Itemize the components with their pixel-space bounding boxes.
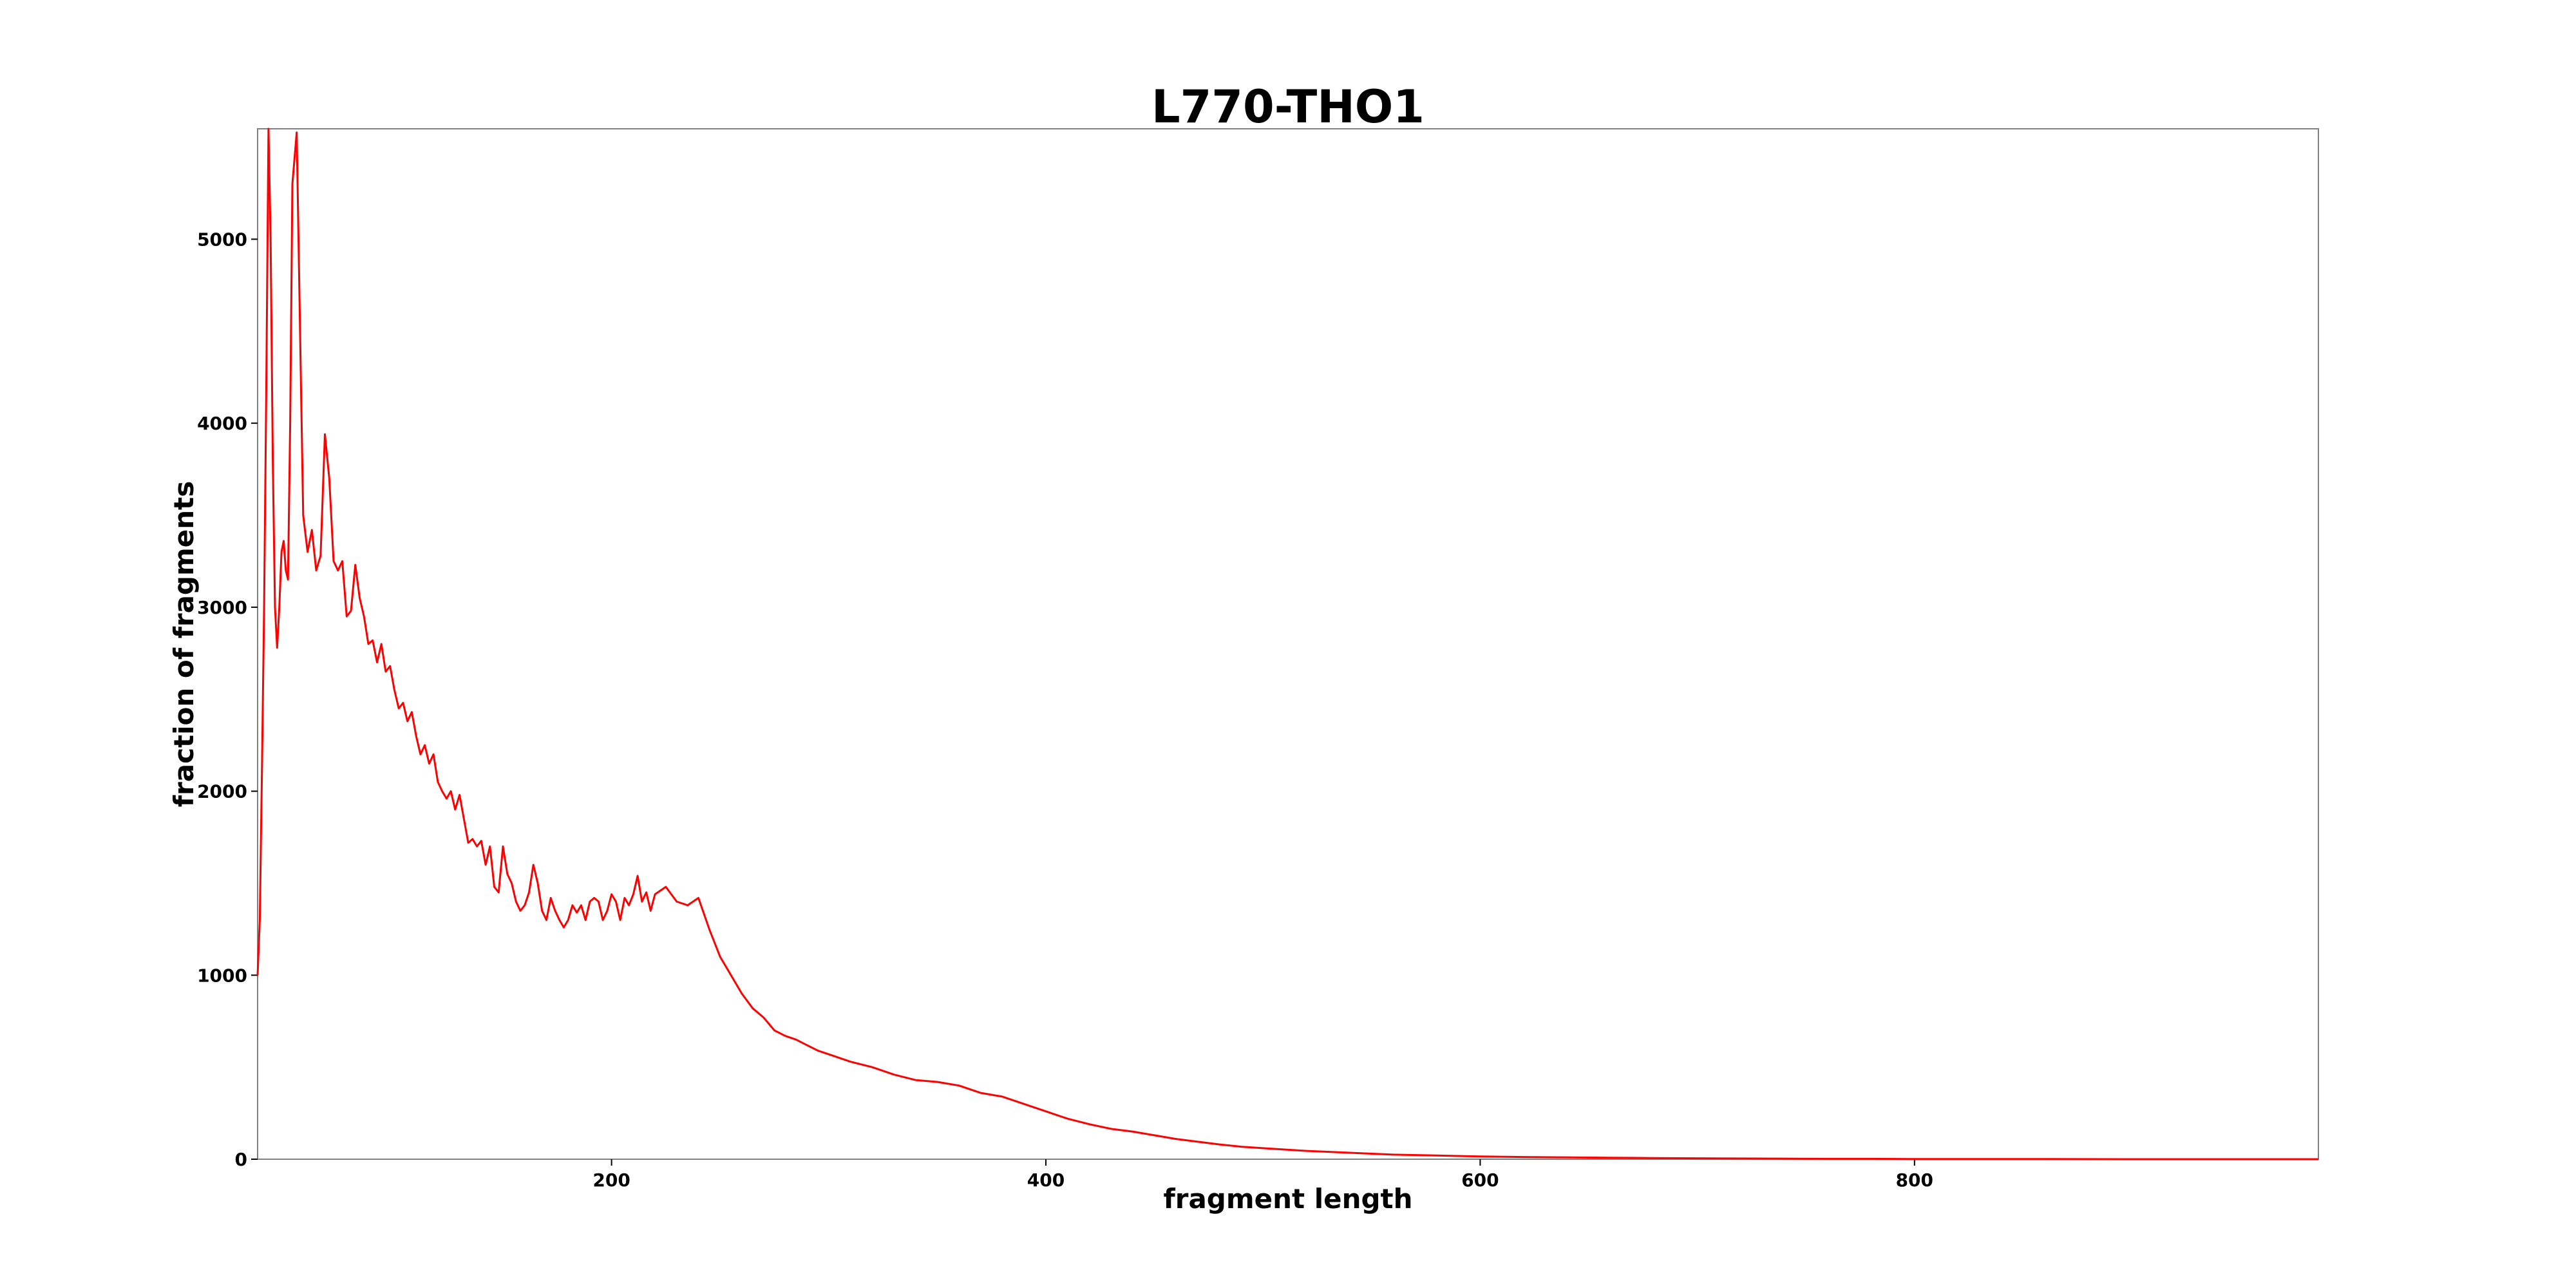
y-tick-label: 3000 (197, 597, 247, 618)
x-tick-label: 800 (1896, 1170, 1933, 1191)
x-axis-label: fragment length (1163, 1183, 1412, 1215)
axis-ticks: 200 400 600 800 0 1000 2000 3000 4000 5000 (197, 229, 1933, 1191)
y-tick-label: 0 (235, 1149, 247, 1170)
chart-title: L770-THO1 (1151, 80, 1425, 133)
y-tick-label: 1000 (197, 965, 247, 986)
x-tick-label: 600 (1461, 1170, 1499, 1191)
x-tick-label: 200 (592, 1170, 630, 1191)
plot-area-frame (257, 128, 2319, 1160)
y-tick-label: 2000 (197, 781, 247, 802)
y-tick-label: 5000 (197, 229, 247, 250)
y-tick-label: 4000 (197, 413, 247, 434)
x-tick-label: 400 (1027, 1170, 1065, 1191)
series-line (256, 128, 2318, 1160)
y-axis-label: fraction of fragments (168, 481, 200, 807)
